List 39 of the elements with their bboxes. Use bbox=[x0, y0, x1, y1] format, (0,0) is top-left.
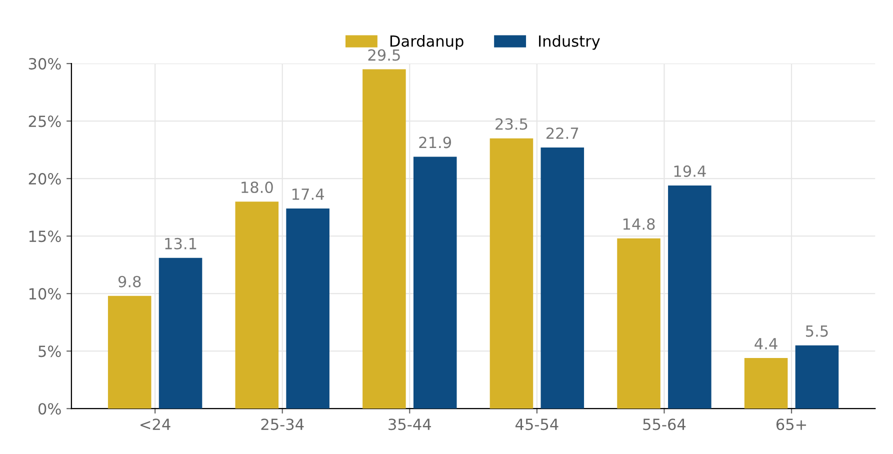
data-label: 19.4 bbox=[674, 165, 706, 177]
y-tick-label: 10% bbox=[29, 288, 61, 300]
bar bbox=[286, 208, 330, 409]
bar bbox=[744, 358, 788, 409]
x-tick-label: 65+ bbox=[776, 418, 806, 430]
bar bbox=[795, 345, 839, 409]
y-tick-label: 20% bbox=[28, 173, 61, 185]
data-label: 14.8 bbox=[623, 218, 655, 230]
y-tick-label: 25% bbox=[28, 116, 61, 128]
data-label: 21.9 bbox=[419, 136, 452, 148]
bar bbox=[668, 185, 712, 409]
bar bbox=[617, 238, 660, 409]
data-label: 9.8 bbox=[118, 276, 141, 288]
x-tick-label: 35-44 bbox=[388, 418, 431, 430]
legend-label: Dardanup bbox=[390, 35, 464, 50]
bar bbox=[108, 296, 152, 409]
data-label: 5.5 bbox=[806, 325, 828, 337]
x-tick-label: 55-64 bbox=[643, 418, 686, 430]
bar bbox=[235, 202, 279, 409]
y-tick-label: 30% bbox=[28, 58, 61, 70]
legend-label: Industry bbox=[539, 35, 600, 50]
bar bbox=[490, 138, 534, 409]
data-label: 13.1 bbox=[165, 238, 196, 250]
data-label: 18.0 bbox=[242, 182, 273, 194]
y-tick-label: 15% bbox=[29, 230, 61, 242]
x-tick-label: 45-54 bbox=[515, 418, 558, 430]
x-tick-label: <24 bbox=[140, 418, 170, 430]
data-label: 23.5 bbox=[496, 118, 528, 130]
bar bbox=[362, 69, 406, 409]
bar bbox=[413, 156, 457, 409]
bar bbox=[540, 148, 584, 409]
data-label: 29.5 bbox=[368, 49, 400, 61]
data-label: 22.7 bbox=[546, 127, 578, 139]
y-tick-label: 0% bbox=[38, 403, 61, 415]
y-tick-label: 5% bbox=[38, 346, 61, 358]
data-label: 17.4 bbox=[292, 188, 324, 200]
data-label: 4.4 bbox=[754, 338, 778, 350]
bar bbox=[158, 258, 202, 409]
x-tick-label: 25-34 bbox=[261, 418, 304, 430]
